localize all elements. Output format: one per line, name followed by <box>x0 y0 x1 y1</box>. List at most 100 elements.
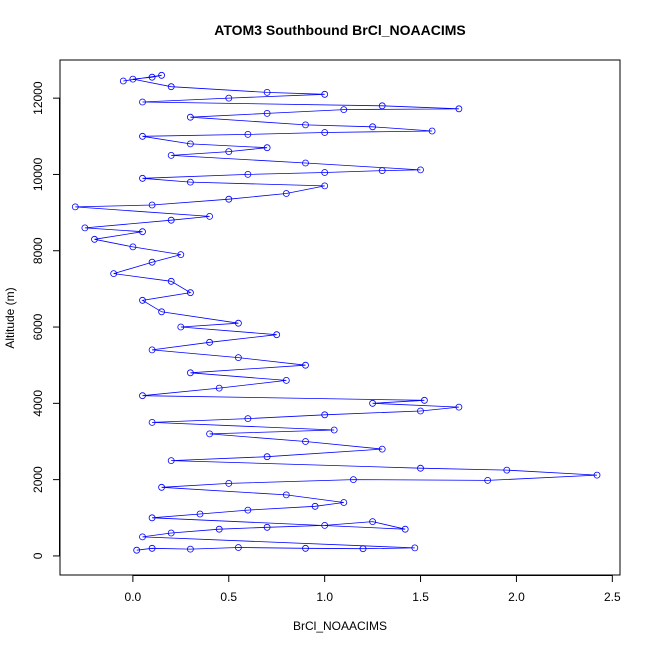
data-point <box>158 483 166 491</box>
x-tick-label: 0.5 <box>220 590 237 604</box>
data-point <box>167 151 175 159</box>
y-tick-label: 8000 <box>31 237 45 264</box>
data-point <box>186 545 194 553</box>
plot-frame <box>59 59 621 576</box>
data-point <box>133 546 141 554</box>
data-point <box>263 523 271 531</box>
y-axis: 0 2000 4000 6000 8000 10000 12000 <box>31 81 60 559</box>
data-point <box>148 346 156 354</box>
x-tick-label: 2.5 <box>604 590 621 604</box>
y-tick-label: 10000 <box>31 157 45 191</box>
data-point <box>428 127 436 135</box>
data-point <box>215 525 223 533</box>
data-point <box>186 140 194 148</box>
data-point <box>129 75 137 83</box>
data-point <box>167 216 175 224</box>
data-point <box>311 502 319 510</box>
x-tick-label: 1.5 <box>412 590 429 604</box>
data-point <box>167 277 175 285</box>
data-point <box>225 148 233 156</box>
data-point <box>139 392 146 400</box>
data-point <box>225 479 233 487</box>
x-tick-label: 0.0 <box>125 590 142 604</box>
data-point <box>186 289 194 297</box>
data-point <box>369 518 377 525</box>
y-tick-label: 2000 <box>31 466 45 493</box>
data-point <box>378 102 386 110</box>
data-point <box>129 243 137 251</box>
data-point <box>139 132 146 140</box>
data-point <box>206 430 214 438</box>
data-point <box>263 144 271 152</box>
y-tick-label: 4000 <box>31 390 45 417</box>
x-axis: 0.0 0.5 1.0 1.5 2.0 2.5 <box>125 575 621 604</box>
data-point <box>148 544 156 552</box>
y-tick-label: 12000 <box>31 81 45 115</box>
chart-title: ATOM3 Southbound BrCl_NOAACIMS <box>214 22 465 38</box>
data-point <box>244 170 252 178</box>
data-point <box>593 471 601 479</box>
data-point <box>139 228 146 236</box>
data-point <box>263 110 271 117</box>
data-point <box>139 296 146 304</box>
data-point <box>177 323 185 331</box>
data-point <box>417 407 424 415</box>
data-point <box>206 212 214 220</box>
data-point <box>420 396 428 404</box>
data-point <box>139 98 146 106</box>
data-point <box>340 499 348 506</box>
data-point <box>349 476 357 484</box>
data-point <box>234 319 242 327</box>
data-point <box>411 544 419 552</box>
data-point <box>321 182 329 190</box>
data-point <box>148 73 156 81</box>
data-point <box>177 251 185 259</box>
data-point <box>167 83 175 91</box>
data-point <box>71 203 79 211</box>
data-point <box>321 129 329 136</box>
y-tick-label: 0 <box>31 552 45 559</box>
data-point <box>302 361 309 369</box>
data-point <box>215 384 223 392</box>
data-point <box>273 331 281 339</box>
y-axis-label: Altitude (m) <box>3 287 17 348</box>
data-point <box>225 94 233 102</box>
data-point <box>417 464 424 472</box>
data-point <box>206 338 214 346</box>
data-point <box>119 77 127 85</box>
data-point <box>321 169 329 176</box>
data-point <box>158 71 166 79</box>
data-point <box>91 235 98 243</box>
data-point <box>263 89 271 96</box>
data-point <box>282 376 290 384</box>
data-point <box>139 533 146 541</box>
data-point <box>234 544 242 551</box>
data-point <box>321 411 329 419</box>
data-point <box>321 90 329 98</box>
data-point <box>225 195 233 203</box>
y-tick-label: 6000 <box>31 313 45 340</box>
data-point <box>167 457 175 465</box>
data-point <box>302 159 309 167</box>
data-point <box>148 201 156 209</box>
data-point <box>330 426 338 434</box>
data-series <box>71 71 601 554</box>
x-tick-label: 2.0 <box>508 590 525 604</box>
data-point <box>244 130 252 138</box>
data-point <box>148 258 156 266</box>
data-point <box>186 178 194 186</box>
data-point <box>196 510 204 518</box>
data-point <box>369 399 377 407</box>
data-point <box>158 308 166 316</box>
x-tick-label: 1.0 <box>316 590 333 604</box>
data-point <box>503 466 511 474</box>
data-point <box>263 453 271 461</box>
data-point <box>484 476 492 484</box>
series-line <box>75 74 598 551</box>
data-point <box>455 403 463 411</box>
data-point <box>302 544 309 552</box>
x-axis-label: BrCl_NOAACIMS <box>293 619 387 633</box>
data-point <box>302 438 309 445</box>
